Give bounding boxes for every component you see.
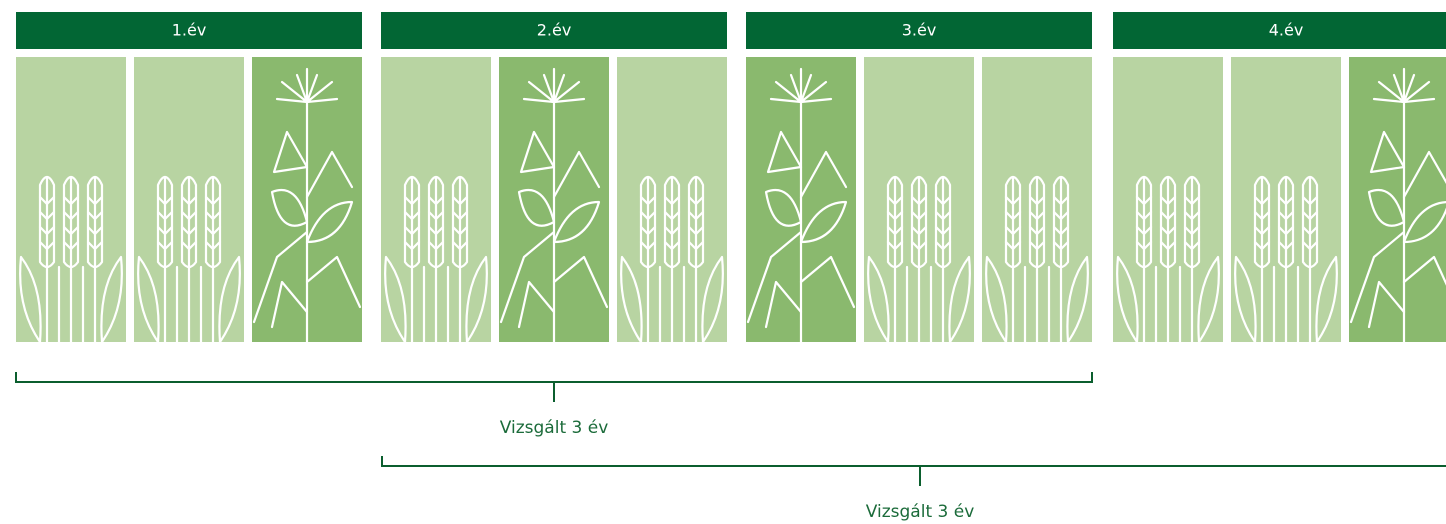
year-header-label: 1.év	[172, 21, 207, 40]
bracket	[382, 456, 1446, 486]
year-header-label: 3.év	[902, 21, 937, 40]
bracket-label: Vizsgált 3 év	[866, 502, 975, 522]
bracket	[16, 372, 1092, 402]
year-header-label: 2.év	[537, 21, 572, 40]
bracket-label: Vizsgált 3 év	[500, 418, 609, 438]
diagram: 1.év 2.év 3.év 4.év Vizsgált 3 év Vizsgált 3 …	[0, 0, 1446, 524]
year-header-label: 4.év	[1269, 21, 1304, 40]
